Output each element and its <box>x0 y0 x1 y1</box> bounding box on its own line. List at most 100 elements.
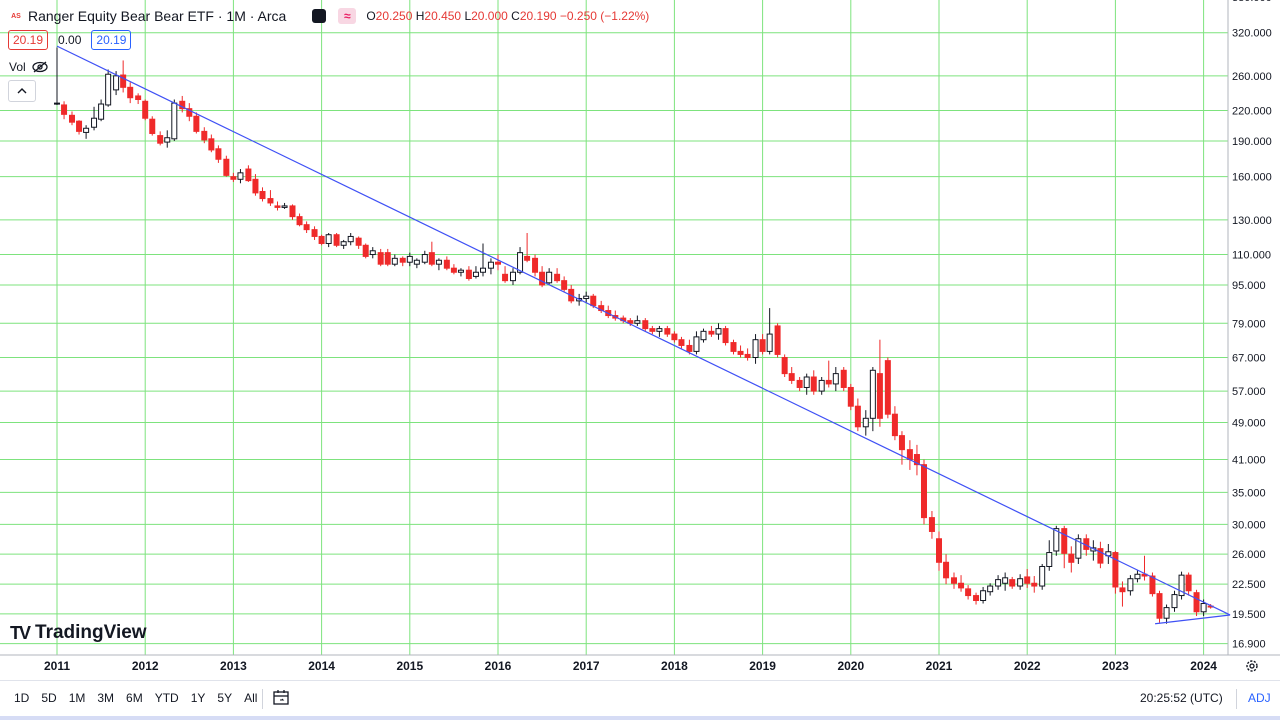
candle[interactable] <box>1046 540 1053 571</box>
candle[interactable] <box>186 103 193 122</box>
candle[interactable] <box>502 266 509 283</box>
x-tick-label[interactable]: 2013 <box>220 659 247 673</box>
candle[interactable] <box>421 250 428 265</box>
candle[interactable] <box>105 69 112 107</box>
candle[interactable] <box>487 258 494 275</box>
y-tick-label[interactable]: 95.000 <box>1232 280 1266 292</box>
wave-icon[interactable]: ≈ <box>338 8 357 24</box>
candle[interactable] <box>179 95 186 113</box>
candle[interactable] <box>1185 572 1192 596</box>
candle[interactable] <box>1024 569 1031 588</box>
y-tick-label[interactable]: 22.500 <box>1232 579 1266 591</box>
candle[interactable] <box>1105 544 1112 564</box>
candle[interactable] <box>237 169 244 184</box>
candle[interactable] <box>980 586 987 604</box>
candle[interactable] <box>1009 576 1016 589</box>
candle[interactable] <box>1097 541 1104 569</box>
candle[interactable] <box>120 60 127 93</box>
x-tick-label[interactable]: 2024 <box>1190 659 1217 673</box>
candle[interactable] <box>311 226 318 240</box>
tradingview-logo[interactable]: TV TradingView <box>10 622 147 644</box>
candle[interactable] <box>1075 534 1082 564</box>
candle[interactable] <box>936 531 942 571</box>
candle[interactable] <box>803 373 810 395</box>
y-tick-label[interactable]: 110.000 <box>1232 250 1271 262</box>
candle[interactable] <box>259 187 266 202</box>
candle[interactable] <box>832 367 839 392</box>
candle[interactable] <box>862 410 869 436</box>
candle[interactable] <box>362 243 369 259</box>
bid-price-box[interactable]: 20.19 <box>8 30 49 50</box>
candle[interactable] <box>847 383 854 411</box>
candle[interactable] <box>884 357 891 419</box>
candle[interactable] <box>693 331 700 355</box>
candle[interactable] <box>898 431 905 465</box>
candle[interactable] <box>825 360 832 388</box>
chart-title[interactable]: Ranger Equity Bear Bear ETF · 1M · Arca <box>28 8 287 24</box>
candle[interactable] <box>384 248 391 267</box>
candle[interactable] <box>678 336 685 349</box>
candle[interactable] <box>987 583 994 596</box>
candle[interactable] <box>781 354 788 377</box>
candle[interactable] <box>1031 576 1038 593</box>
candle[interactable] <box>208 134 215 153</box>
range-3m[interactable]: 3M <box>97 691 115 705</box>
candle[interactable] <box>671 331 678 343</box>
candle[interactable] <box>1156 590 1163 623</box>
candle[interactable] <box>325 233 332 248</box>
candle[interactable] <box>472 266 479 279</box>
candle[interactable] <box>91 106 98 131</box>
candle[interactable] <box>708 325 715 337</box>
candle[interactable] <box>664 325 671 337</box>
candle[interactable] <box>766 308 773 355</box>
candle[interactable] <box>355 236 362 249</box>
range-5y[interactable]: 5Y <box>217 691 233 705</box>
x-tick-label[interactable]: 2012 <box>132 659 159 673</box>
candle[interactable] <box>876 339 883 427</box>
candle[interactable] <box>788 367 795 384</box>
candle[interactable] <box>759 334 766 355</box>
y-tick-label[interactable]: 16.900 <box>1232 639 1266 651</box>
candle[interactable] <box>1163 604 1170 624</box>
candle[interactable] <box>943 554 950 585</box>
candle[interactable] <box>818 376 825 395</box>
candle[interactable] <box>428 241 435 267</box>
x-tick-label[interactable]: 2018 <box>661 659 688 673</box>
range-1d[interactable]: 1D <box>14 691 30 705</box>
candle[interactable] <box>281 202 288 209</box>
x-tick-label[interactable]: 2017 <box>573 659 600 673</box>
candle[interactable] <box>98 99 105 122</box>
candle[interactable] <box>546 268 553 285</box>
candle[interactable] <box>891 406 898 441</box>
candle[interactable] <box>413 258 420 269</box>
candle[interactable] <box>995 575 1002 590</box>
candle[interactable] <box>399 256 406 267</box>
candle[interactable] <box>1112 550 1119 594</box>
candle[interactable] <box>744 348 751 361</box>
candle[interactable] <box>928 511 935 539</box>
x-tick-label[interactable]: 2019 <box>749 659 776 673</box>
candle[interactable] <box>193 112 200 134</box>
candle[interactable] <box>127 82 134 104</box>
candle[interactable] <box>1193 589 1200 617</box>
candle[interactable] <box>252 174 259 196</box>
candle[interactable] <box>333 233 340 248</box>
candle[interactable] <box>1149 572 1156 597</box>
y-tick-label[interactable]: 380.000 <box>1232 0 1272 4</box>
range-1m[interactable]: 1M <box>68 691 86 705</box>
x-tick-label[interactable]: 2020 <box>837 659 864 673</box>
candle[interactable] <box>1178 571 1185 600</box>
y-tick-label[interactable]: 260.000 <box>1232 71 1272 83</box>
candle[interactable] <box>61 101 68 120</box>
candle[interactable] <box>509 268 516 285</box>
candle[interactable] <box>686 339 693 355</box>
candle[interactable] <box>1134 569 1141 583</box>
y-tick-label[interactable]: 57.000 <box>1232 386 1266 398</box>
price-chart[interactable]: 380.000 320.000 260.000 220.000 190.000 160.0… <box>0 0 1280 680</box>
candle[interactable] <box>318 234 325 246</box>
y-tick-label[interactable]: 79.000 <box>1232 318 1266 330</box>
candle[interactable] <box>1039 563 1046 590</box>
candle[interactable] <box>480 243 487 277</box>
candle[interactable] <box>171 99 178 141</box>
x-tick-label[interactable]: 2015 <box>396 659 423 673</box>
